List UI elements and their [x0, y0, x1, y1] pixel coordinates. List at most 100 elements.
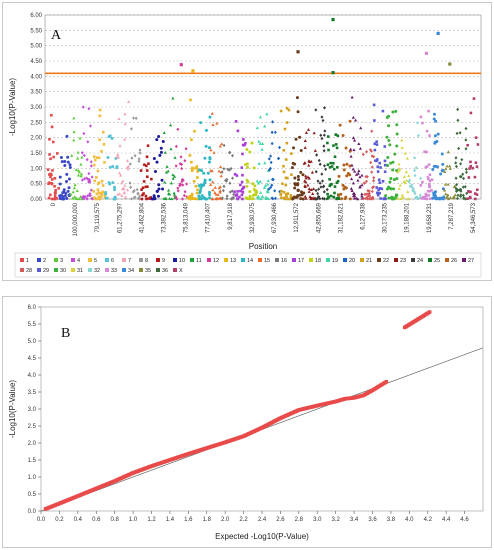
data-point: [309, 159, 313, 163]
data-point: [200, 169, 204, 173]
data-point: [290, 166, 294, 170]
data-point: [239, 183, 242, 187]
data-point: [428, 179, 432, 183]
data-point: [251, 182, 255, 186]
x-tick-label: 54,346,573: [471, 202, 477, 233]
data-point: [389, 187, 393, 191]
data-point: [424, 192, 428, 196]
data-point: [49, 193, 52, 197]
data-point: [60, 160, 64, 164]
data-point: [53, 176, 57, 180]
data-point: [358, 146, 363, 150]
data-point: [238, 195, 241, 199]
data-point: [461, 193, 465, 198]
data-point: [464, 167, 468, 171]
legend-label: 26: [451, 258, 457, 264]
data-point: [106, 155, 110, 159]
data-point: [286, 192, 290, 195]
x-tick-label: 7,287,219: [449, 202, 455, 229]
notable-point: [296, 50, 300, 54]
data-point: [459, 162, 463, 166]
data-point: [291, 196, 295, 200]
manhattan-plot-panel: A 0.00 0.50 1.00 1.50 2.00 2.50 3.00 3.50 4.00 4.5…: [2, 2, 492, 281]
data-point: [52, 197, 56, 201]
data-point: [333, 191, 336, 195]
data-point: [357, 142, 361, 146]
data-point: [395, 144, 399, 148]
data-point: [375, 143, 379, 146]
legend-label: 1: [26, 258, 29, 264]
data-point: [101, 184, 105, 187]
data-point: [82, 153, 86, 158]
data-point: [298, 193, 302, 197]
data-point: [282, 190, 286, 194]
data-point: [353, 169, 357, 173]
x-tick-label: 31,182,621: [338, 202, 344, 233]
data-point: [208, 156, 212, 160]
data-point: [72, 116, 76, 120]
data-point: [129, 185, 133, 189]
data-point: [428, 185, 431, 189]
legend-label: 13: [230, 258, 236, 264]
data-point: [82, 196, 86, 201]
data-point: [49, 175, 52, 179]
data-point: [120, 194, 124, 198]
data-point: [260, 194, 264, 198]
data-point: [351, 181, 355, 185]
data-point: [252, 166, 256, 170]
data-point: [340, 197, 344, 201]
data-point: [134, 116, 138, 120]
legend-label: 17: [298, 258, 304, 264]
data-point: [400, 138, 404, 142]
data-point: [248, 194, 252, 198]
legend-label: 32: [94, 268, 100, 274]
data-point: [433, 141, 437, 145]
data-point: [166, 169, 170, 173]
data-point: [53, 191, 57, 195]
legend-marker: [173, 268, 177, 272]
data-point: [310, 170, 314, 174]
notable-point: [436, 31, 440, 35]
data-point: [100, 149, 103, 153]
data-point: [202, 171, 206, 175]
data-point: [304, 196, 308, 200]
data-point: [386, 155, 390, 159]
data-point: [373, 119, 376, 122]
data-point: [168, 192, 172, 196]
data-point: [304, 174, 308, 178]
data-point: [354, 173, 359, 176]
x-tick-label: 100,000,000: [73, 202, 79, 236]
data-point: [343, 185, 347, 189]
data-point: [426, 189, 430, 193]
data-point: [469, 160, 472, 164]
data-point: [269, 154, 273, 158]
data-point: [130, 156, 134, 160]
data-point: [318, 181, 322, 185]
data-point: [296, 110, 300, 114]
data-point: [390, 196, 394, 200]
data-point: [248, 190, 252, 194]
data-point: [256, 181, 261, 185]
data-point: [204, 197, 208, 201]
data-point: [282, 164, 285, 168]
data-point: [59, 156, 63, 160]
data-point: [101, 190, 104, 193]
data-point: [241, 152, 244, 156]
data-point: [242, 138, 245, 141]
data-point: [397, 168, 401, 172]
legend-marker: [224, 258, 228, 262]
data-point: [219, 174, 223, 178]
data-point: [171, 176, 175, 180]
data-point: [335, 197, 338, 201]
data-point: [322, 149, 326, 153]
data-point: [381, 180, 385, 183]
data-point: [96, 182, 100, 186]
legend-marker: [377, 258, 381, 262]
data-point: [234, 194, 238, 197]
data-point: [180, 179, 184, 184]
data-point: [362, 181, 366, 185]
data-point: [54, 188, 57, 192]
data-point: [207, 160, 211, 164]
data-point: [375, 159, 378, 163]
data-point: [49, 113, 53, 117]
